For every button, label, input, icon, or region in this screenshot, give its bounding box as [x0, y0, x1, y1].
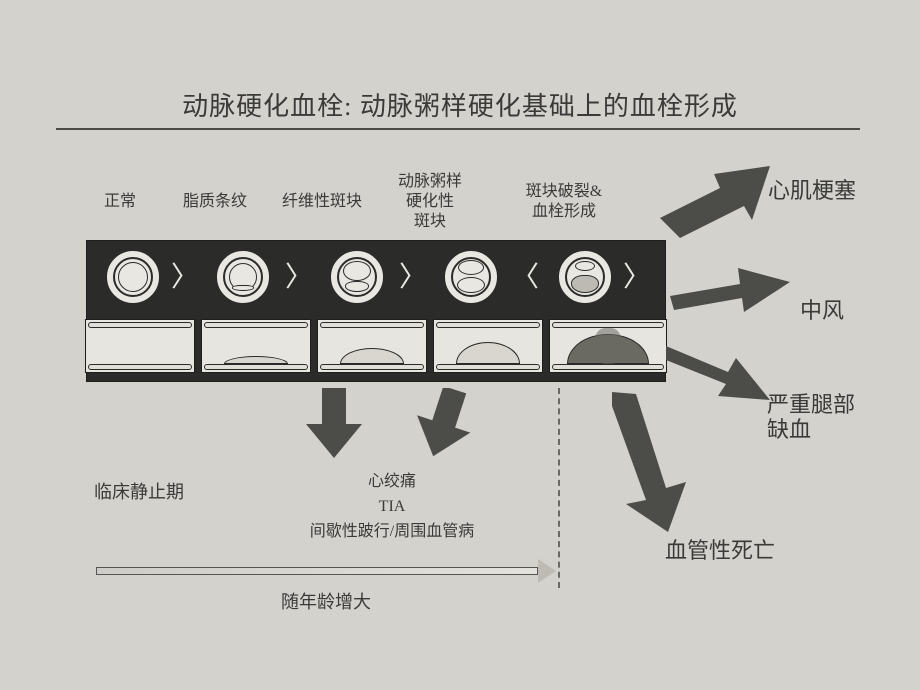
stage-label-1: 脂质条纹 [170, 192, 260, 212]
outcome-leg: 严重腿部 缺血 [767, 392, 855, 443]
lon-0 [85, 319, 195, 373]
lon-2 [317, 319, 427, 373]
stage-label-3: 动脉粥样 硬化性 斑块 [380, 172, 480, 232]
outcome-death: 血管性死亡 [665, 538, 775, 563]
arrow-outcome-stroke [670, 262, 790, 318]
chevron-4: 〉 [623, 263, 651, 291]
title-underline [56, 128, 860, 130]
xsec-4 [559, 251, 611, 303]
outcome-mi: 心肌梗塞 [768, 178, 856, 203]
symptom-block: 心绞痛 TIA 间歇性跛行/周围血管病 [252, 470, 532, 544]
stage-label-4: 斑块破裂& 血栓形成 [504, 182, 624, 222]
outcome-stroke: 中风 [800, 298, 844, 323]
chevron-3: 〉 [511, 263, 539, 291]
chevron-2: 〉 [399, 263, 427, 291]
lon-4 [549, 319, 667, 373]
chevron-0: 〉 [171, 263, 199, 291]
diagram-root: 动脉硬化血栓: 动脉粥样硬化基础上的血栓形成 正常 脂质条纹 纤维性斑块 动脉粥… [0, 0, 920, 690]
chevron-1: 〉 [285, 263, 313, 291]
lon-1 [201, 319, 311, 373]
xsec-2 [331, 251, 383, 303]
stage-label-2: 纤维性斑块 [272, 192, 372, 212]
page-title: 动脉硬化血栓: 动脉粥样硬化基础上的血栓形成 [0, 86, 920, 123]
arrow-outcome-death [582, 392, 692, 532]
silent-period-label: 临床静止期 [94, 478, 214, 504]
lon-3 [433, 319, 543, 373]
age-axis-arrow [96, 562, 556, 580]
arrow-outcome-mi [660, 166, 770, 246]
stage-label-0: 正常 [88, 192, 152, 212]
arrow-down-2 [414, 388, 474, 458]
vessel-band: 〉 〉 〉 〉 〉 [86, 240, 666, 382]
dashed-divider [558, 388, 560, 588]
age-axis-label: 随年龄增大 [96, 588, 556, 614]
arrow-down-1 [304, 388, 364, 458]
xsec-0 [107, 251, 159, 303]
xsec-1 [217, 251, 269, 303]
xsec-3 [445, 251, 497, 303]
